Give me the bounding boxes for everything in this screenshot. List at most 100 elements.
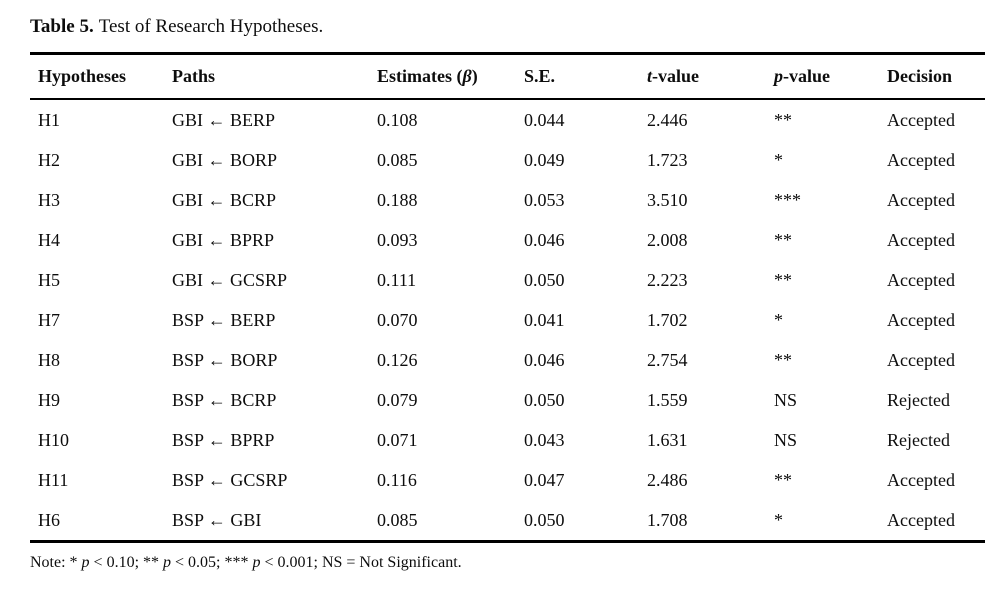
cell-decision: Accepted [887,269,955,290]
column-header-paths: Paths [164,53,369,100]
cell-estimate: 0.071 [377,429,418,450]
cell-estimate: 0.188 [377,189,418,210]
cell-se: 0.043 [524,429,565,450]
cell-decision: Rejected [887,429,950,450]
cell-hypothesis: H3 [38,189,60,210]
cell-decision: Accepted [887,309,955,330]
cell-se: 0.050 [524,389,565,410]
cell-p-value: ** [774,269,792,290]
cell-hypothesis: H2 [38,149,60,170]
cell-se: 0.050 [524,509,565,530]
cell-p-value: ** [774,109,792,130]
cell-p-value: * [774,509,783,530]
table-row: H5 GBI ← GCSRP 0.111 0.050 2.223 ** Accepted [30,260,985,300]
cell-t-value: 2.754 [647,349,688,370]
cell-hypothesis: H5 [38,269,60,290]
column-header-t-value: t-value [639,53,766,100]
table-row: H2 GBI ← BORP 0.085 0.049 1.723 * Accepted [30,140,985,180]
cell-p-value: ** [774,349,792,370]
cell-t-value: 1.723 [647,149,688,170]
cell-t-value: 1.631 [647,429,688,450]
cell-estimate: 0.085 [377,149,418,170]
cell-estimate: 0.108 [377,109,418,130]
cell-se: 0.053 [524,189,565,210]
column-header-decision: Decision [879,53,985,100]
cell-se: 0.046 [524,229,565,250]
cell-t-value: 1.708 [647,509,688,530]
table-header: Hypotheses Paths Estimates (β) S.E. t-value p… [30,53,985,100]
cell-t-value: 3.510 [647,189,688,210]
cell-path: BSP ← GCSRP [172,469,288,490]
column-header-estimates-beta: Estimates (β) [369,53,516,100]
cell-decision: Accepted [887,149,955,170]
table-row: H3 GBI ← BCRP 0.188 0.053 3.510 *** Accepted [30,180,985,220]
cell-t-value: 2.223 [647,269,688,290]
cell-p-value: * [774,309,783,330]
cell-decision: Accepted [887,349,955,370]
cell-decision: Accepted [887,229,955,250]
cell-hypothesis: H1 [38,109,60,130]
table-body: H1 GBI ← BERP 0.108 0.044 2.446 ** Accepted H2 G… [30,99,985,542]
cell-hypothesis: H4 [38,229,60,250]
table-row: H11 BSP ← GCSRP 0.116 0.047 2.486 ** Accepted [30,460,985,500]
cell-hypothesis: H9 [38,389,60,410]
cell-estimate: 0.093 [377,229,418,250]
table-row: H1 GBI ← BERP 0.108 0.044 2.446 ** Accepted [30,99,985,140]
cell-hypothesis: H8 [38,349,60,370]
cell-estimate: 0.126 [377,349,418,370]
table-note: Note: * p < 0.10; ** p < 0.05; *** p < 0… [30,554,462,571]
cell-p-value: *** [774,189,801,210]
cell-t-value: 1.559 [647,389,688,410]
cell-path: GBI ← BCRP [172,189,277,210]
cell-decision: Accepted [887,509,955,530]
header-row: Hypotheses Paths Estimates (β) S.E. t-value p… [30,53,985,100]
cell-se: 0.049 [524,149,565,170]
cell-se: 0.041 [524,309,565,330]
cell-se: 0.044 [524,109,565,130]
cell-estimate: 0.085 [377,509,418,530]
table-title: Table 5. Test of Research Hypotheses. [30,16,985,38]
cell-path: BSP ← BORP [172,349,278,370]
cell-p-value: * [774,149,783,170]
table-title-text: Test of Research Hypotheses. [98,16,324,37]
column-header-hypotheses: Hypotheses [30,53,164,100]
table-row: H6 BSP ← GBI 0.085 0.050 1.708 * Accepted [30,500,985,542]
cell-t-value: 2.008 [647,229,688,250]
cell-path: GBI ← BERP [172,109,276,130]
column-header-standard-error: S.E. [516,53,639,100]
cell-estimate: 0.070 [377,309,418,330]
cell-se: 0.047 [524,469,565,490]
cell-t-value: 2.446 [647,109,688,130]
cell-path: BSP ← BPRP [172,429,275,450]
cell-estimate: 0.116 [377,469,417,490]
cell-p-value: NS [774,429,798,450]
cell-p-value: ** [774,469,792,490]
table-row: H7 BSP ← BERP 0.070 0.041 1.702 * Accepted [30,300,985,340]
cell-path: GBI ← GCSRP [172,269,288,290]
cell-decision: Accepted [887,469,955,490]
column-header-p-value: p-value [766,53,879,100]
cell-t-value: 1.702 [647,309,688,330]
cell-path: GBI ← BORP [172,149,278,170]
table-row: H9 BSP ← BCRP 0.079 0.050 1.559 NS Rejected [30,380,985,420]
cell-estimate: 0.079 [377,389,418,410]
cell-hypothesis: H10 [38,429,69,450]
cell-path: BSP ← BERP [172,309,276,330]
cell-hypothesis: H11 [38,469,69,490]
cell-decision: Accepted [887,189,955,210]
cell-p-value: NS [774,389,798,410]
cell-path: BSP ← BCRP [172,389,277,410]
cell-path: BSP ← GBI [172,509,262,530]
cell-decision: Accepted [887,109,955,130]
cell-decision: Rejected [887,389,950,410]
cell-path: GBI ← BPRP [172,229,275,250]
cell-estimate: 0.111 [377,269,417,290]
cell-se: 0.046 [524,349,565,370]
cell-se: 0.050 [524,269,565,290]
cell-p-value: ** [774,229,792,250]
cell-hypothesis: H7 [38,309,60,330]
table-row: H4 GBI ← BPRP 0.093 0.046 2.008 ** Accepted [30,220,985,260]
hypotheses-table: Hypotheses Paths Estimates (β) S.E. t-value p… [30,52,985,543]
table-row: H8 BSP ← BORP 0.126 0.046 2.754 ** Accepted [30,340,985,380]
